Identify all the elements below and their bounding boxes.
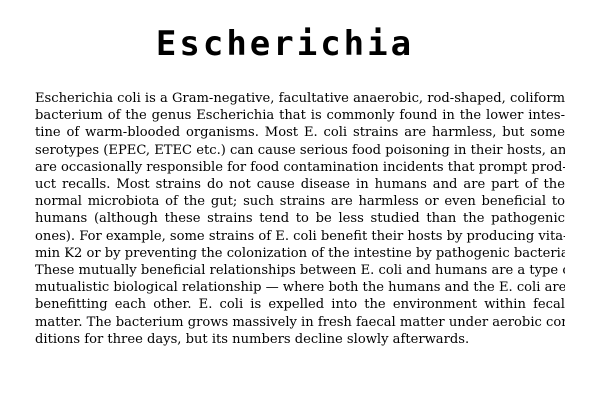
paragraph-line: tine of warm-blooded organisms. Most E. … <box>35 125 565 141</box>
paragraph-line: These mutually beneficial relationships … <box>35 263 565 279</box>
paragraph-line: Escherichia coli is a Gram-negative, fac… <box>35 91 565 106</box>
paragraph-line: ones). For example, some strains of E. c… <box>35 228 565 244</box>
paragraph-line: are occasionally responsible for food co… <box>35 159 565 175</box>
paragraph-line: min K2 or by preventing the colonization… <box>35 245 565 261</box>
paragraph-line: humans (although these strains tend to b… <box>35 211 565 227</box>
document-title: Escherichia <box>155 24 415 64</box>
paragraph-line: mutualistic biological relationship — wh… <box>35 280 565 296</box>
paragraph-line: normal microbiota of the gut; such strai… <box>35 194 565 210</box>
body-paragraph: Escherichia coli is a Gram-negative, fac… <box>35 90 565 348</box>
paragraph-line: serotypes (EPEC, ETEC etc.) can cause se… <box>35 142 565 158</box>
paragraph-line: ditions for three days, but its numbers … <box>35 331 470 347</box>
paragraph-line: uct recalls. Most strains do not cause d… <box>35 177 565 193</box>
paragraph-line: bacterium of the genus Escherichia that … <box>35 108 565 124</box>
paragraph-line: matter. The bacterium grows massively in… <box>35 314 565 330</box>
paragraph-line: benefitting each other. E. coli is expel… <box>35 297 565 313</box>
